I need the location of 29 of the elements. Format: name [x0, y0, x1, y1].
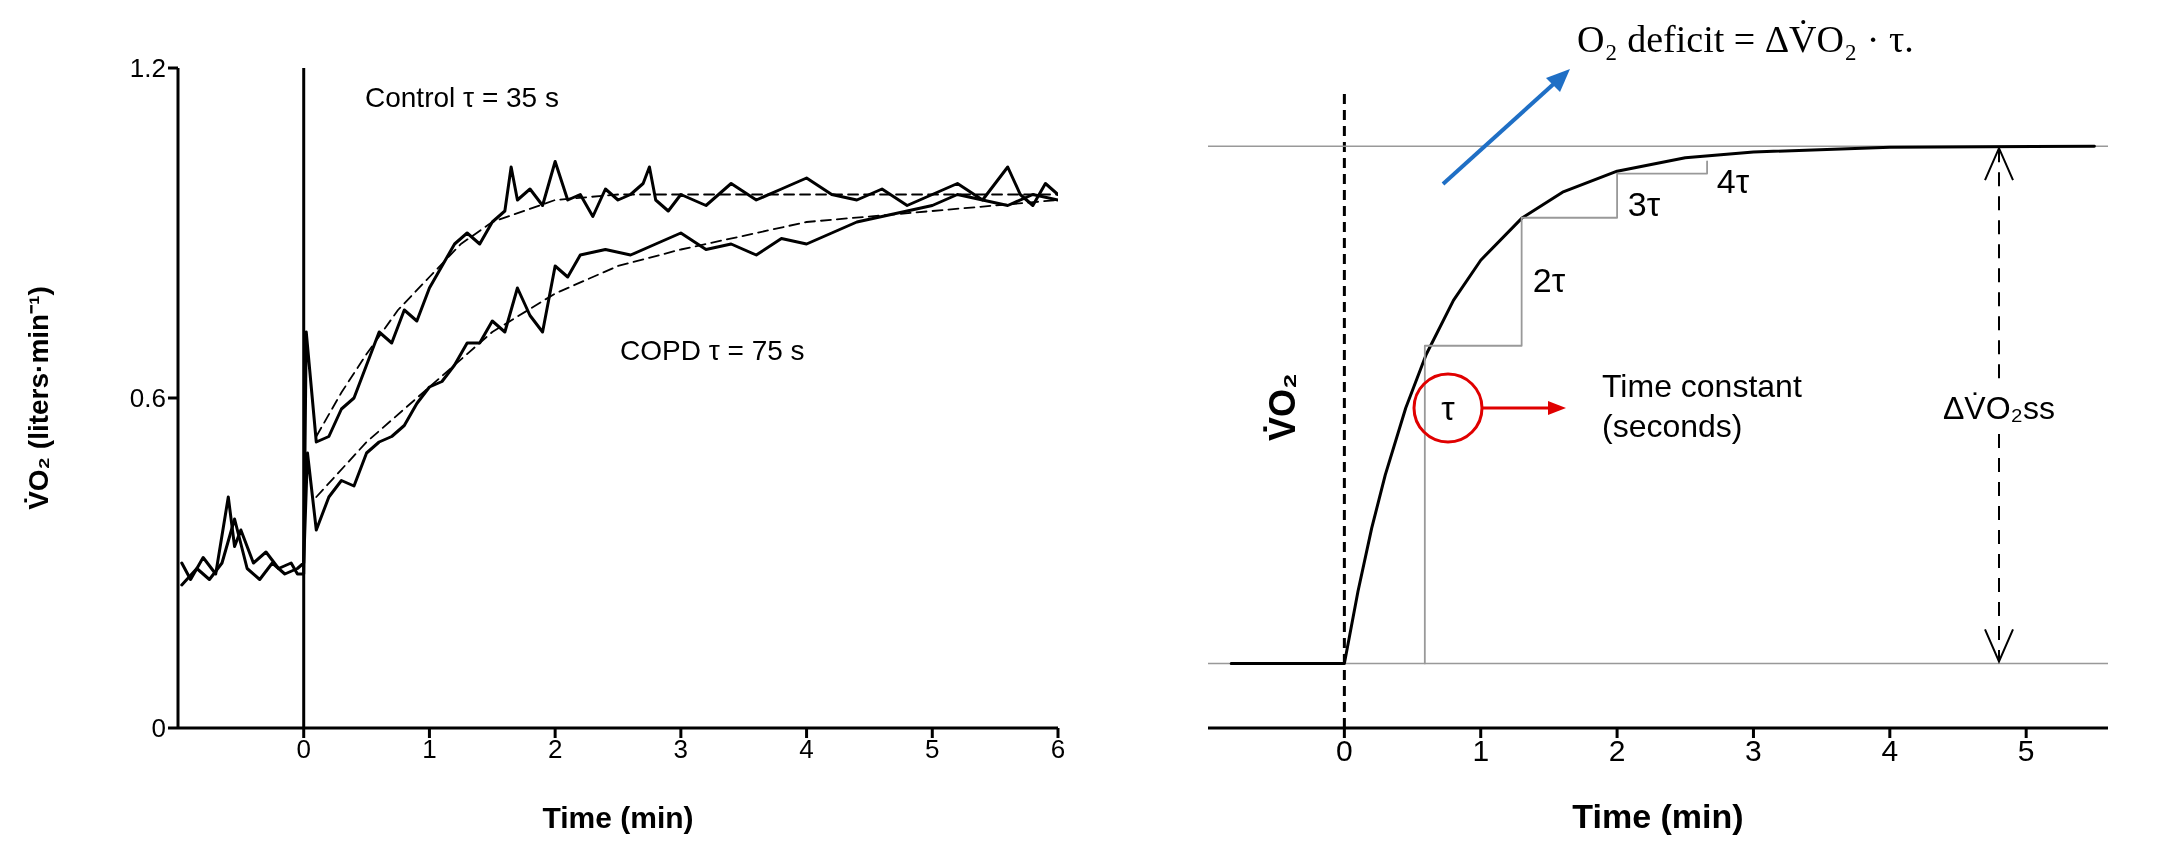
x-tick-label: 6: [1050, 734, 1066, 765]
y-axis-title: V̇O₂: [1262, 372, 1304, 443]
x-tick-label: 0: [296, 734, 311, 765]
x-tick-label: 5: [2017, 734, 2035, 768]
x-tick-label: 5: [925, 734, 940, 765]
annotation: τ: [1441, 387, 1455, 429]
annotation: COPD τ = 75 s: [620, 334, 805, 368]
annotation: ΔV̇O₂ss: [1942, 389, 2056, 428]
y-tick-label: 1.2: [129, 53, 166, 84]
annotation: Time constant (seconds): [1602, 367, 1803, 446]
annotation: 4τ: [1716, 160, 1750, 202]
y-tick-label: 0: [151, 713, 166, 744]
y-tick-label: 0.6: [129, 383, 166, 414]
x-axis-title: Time (min): [1572, 797, 1744, 835]
x-tick-label: 0: [1336, 734, 1353, 768]
annotation: Control τ = 35 s: [365, 81, 559, 115]
x-tick-label: 1: [1472, 734, 1490, 768]
x-tick-label: 3: [673, 734, 689, 765]
x-axis-title: Time (min): [542, 801, 694, 834]
x-tick-label: 4: [1881, 734, 1899, 768]
x-tick-label: 1: [422, 734, 437, 765]
y-axis-title: V̇O₂ (liters·min⁻¹): [22, 286, 54, 510]
x-tick-label: 4: [799, 734, 814, 765]
annotation: 2τ: [1532, 259, 1566, 301]
x-tick-label: 2: [1608, 734, 1626, 768]
text: O₂ deficit = ΔV̇O₂ · τ.: [1577, 17, 1914, 62]
x-tick-label: 3: [1745, 734, 1762, 768]
annotation: 3τ: [1627, 183, 1661, 225]
x-tick-label: 2: [547, 734, 563, 765]
